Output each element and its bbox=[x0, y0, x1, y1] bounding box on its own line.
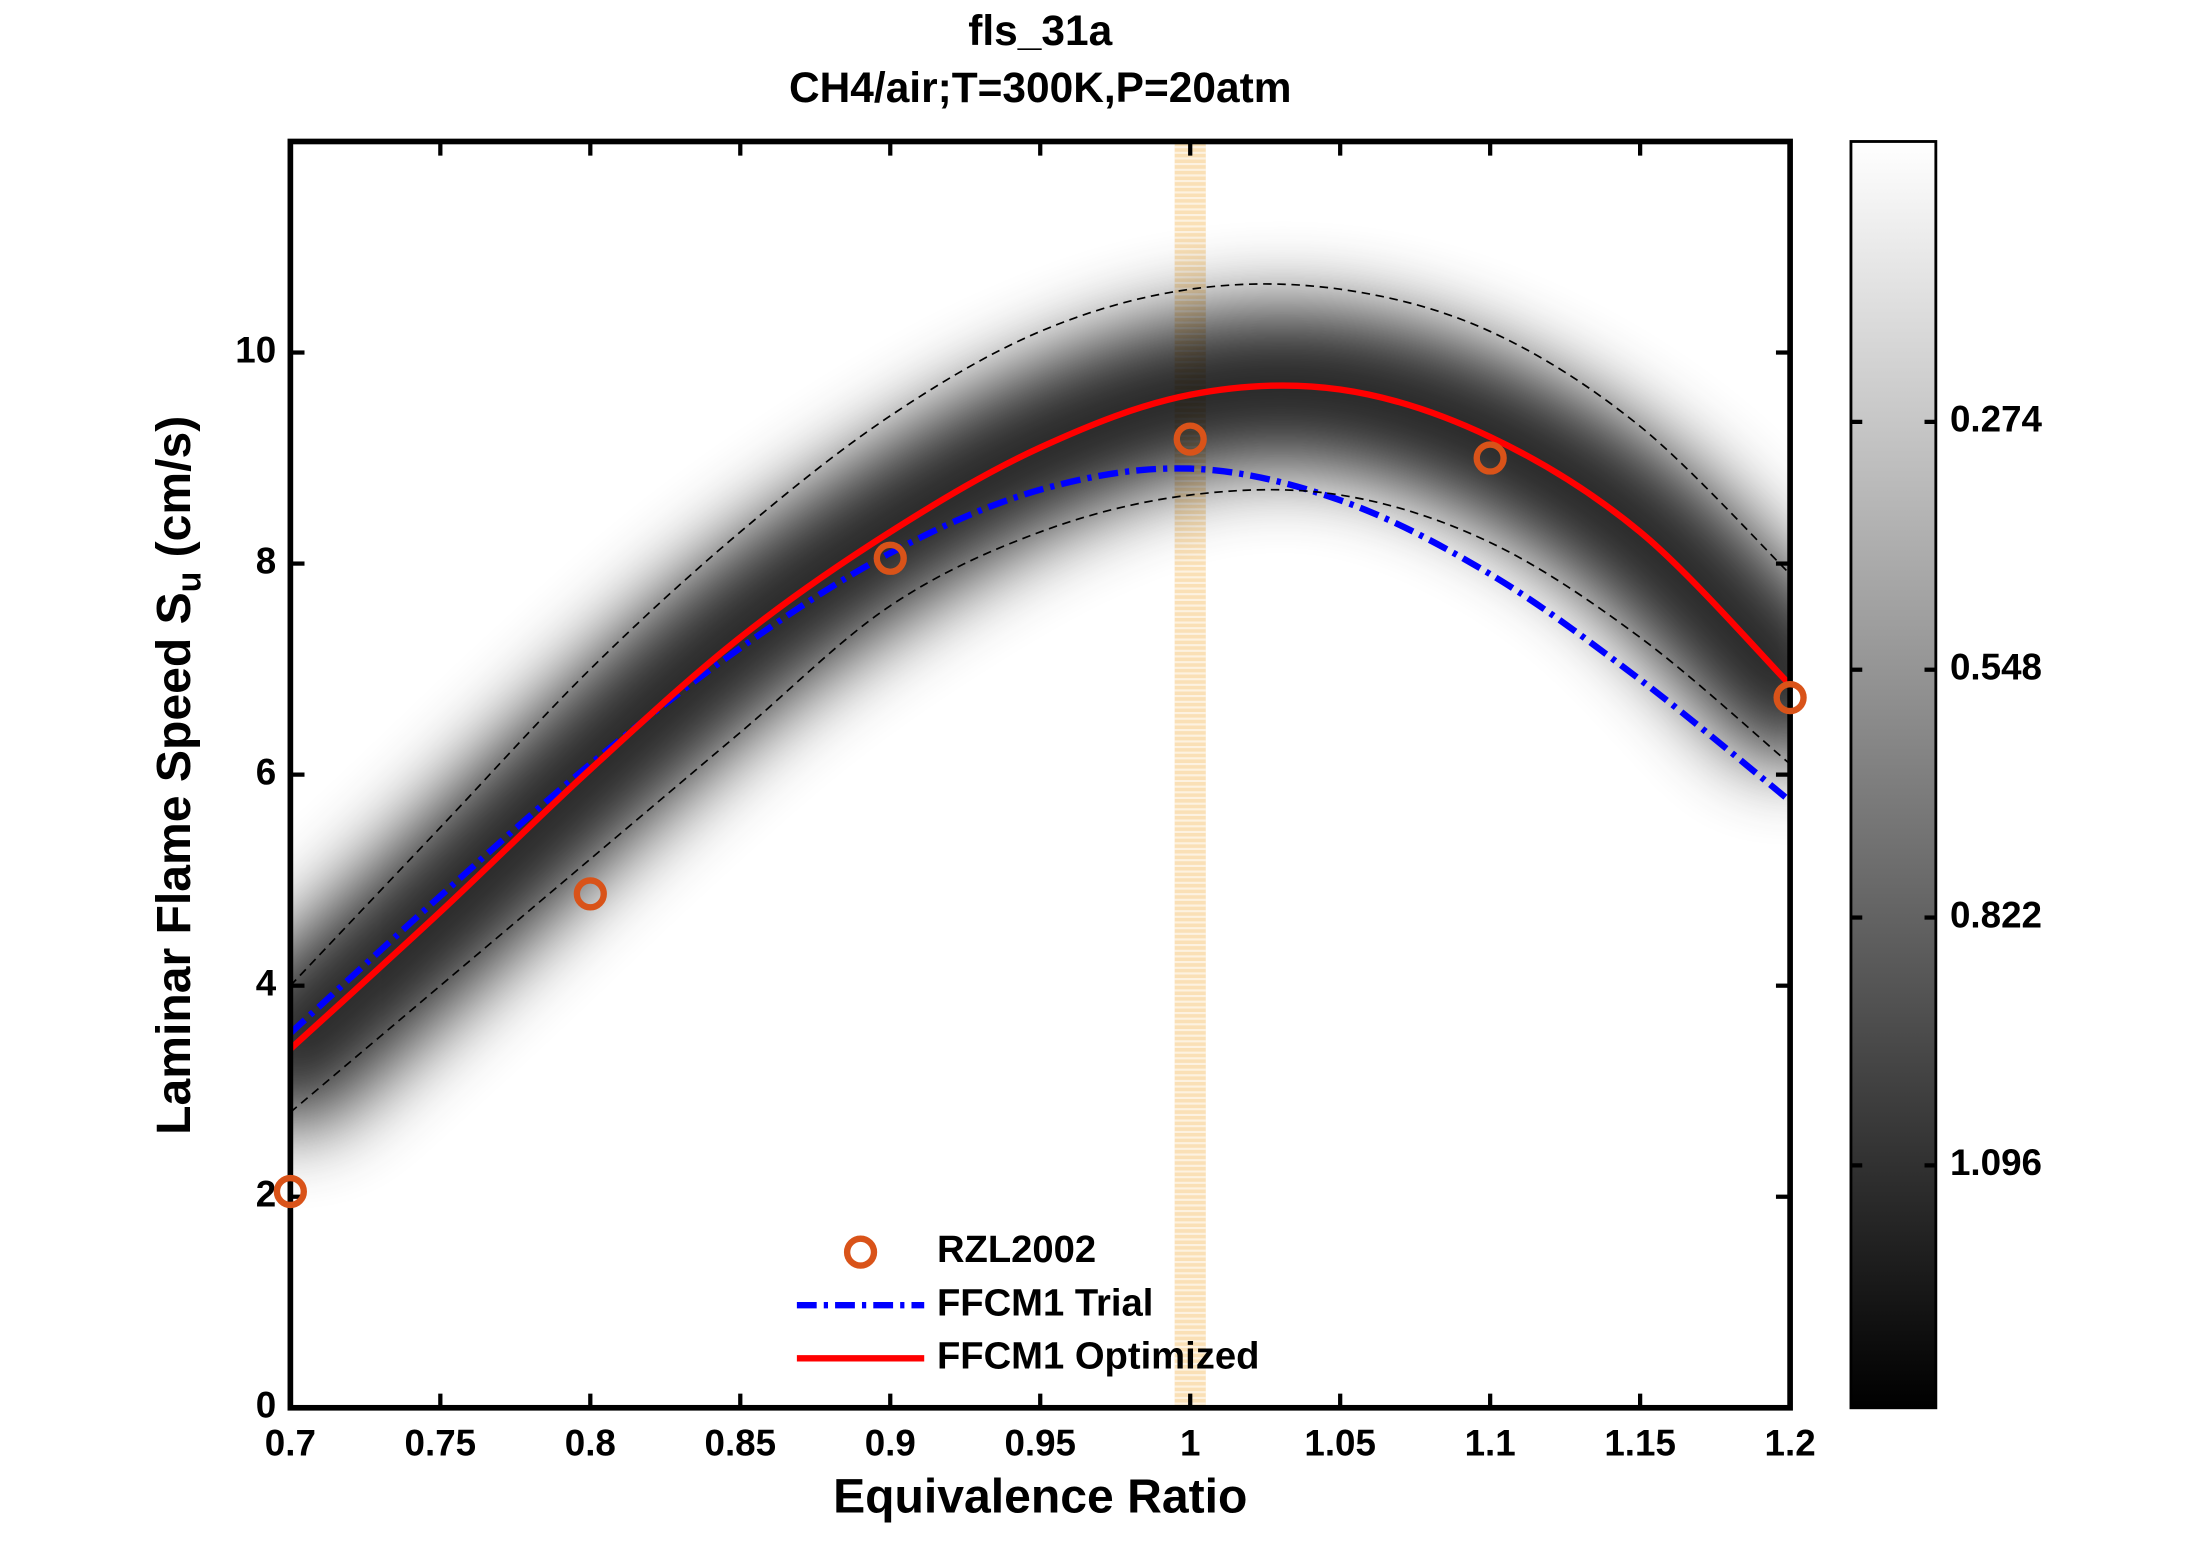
colorbar bbox=[1849, 140, 1938, 1410]
x-tick-label: 1.15 bbox=[1604, 1423, 1676, 1464]
y-label-main: Laminar Flame Speed S bbox=[147, 592, 201, 1135]
chart-subtitle: CH4/air;T=300K,P=20atm bbox=[789, 64, 1291, 111]
data-point bbox=[873, 541, 907, 575]
bound-line bbox=[290, 283, 1791, 987]
x-tick-label: 1 bbox=[1180, 1423, 1200, 1464]
y-tick-label: 6 bbox=[256, 751, 276, 792]
y-axis-label: Laminar Flame Speed Su (cm/s) bbox=[147, 416, 208, 1135]
x-tick-label: 1.1 bbox=[1465, 1423, 1516, 1464]
x-tick-label: 0.95 bbox=[1004, 1423, 1076, 1464]
colorbar-tick-label: 0.548 bbox=[1950, 646, 2042, 687]
legend-marker bbox=[843, 1235, 878, 1269]
legend-label: FFCM1 Optimized bbox=[937, 1334, 1259, 1377]
legend-label: RZL2002 bbox=[937, 1228, 1096, 1271]
data-point bbox=[1773, 680, 1807, 715]
y-tick-label: 10 bbox=[235, 329, 276, 370]
x-axis-label: Equivalence Ratio bbox=[833, 1469, 1247, 1523]
colorbar-tick-label: 1.096 bbox=[1950, 1142, 2042, 1183]
x-tick-label: 0.85 bbox=[705, 1423, 777, 1464]
plot-area bbox=[290, 141, 1791, 1408]
series-line bbox=[290, 465, 1791, 1036]
x-tick-label: 0.9 bbox=[865, 1423, 916, 1464]
y-tick-label: 8 bbox=[256, 540, 276, 581]
y-tick-label: 2 bbox=[256, 1173, 276, 1214]
x-tick-label: 1.2 bbox=[1765, 1423, 1816, 1464]
x-tick-label: 0.8 bbox=[565, 1423, 616, 1464]
data-point bbox=[1173, 422, 1207, 456]
y-label-unit: (cm/s) bbox=[147, 416, 201, 558]
data-point bbox=[573, 877, 607, 911]
data-point bbox=[1473, 441, 1507, 475]
colorbar-tick-label: 0.822 bbox=[1950, 894, 2042, 935]
y-tick-label: 4 bbox=[256, 962, 277, 1003]
data-point bbox=[273, 1174, 307, 1209]
x-tick-label: 1.05 bbox=[1304, 1423, 1376, 1464]
y-tick-label: 0 bbox=[256, 1384, 276, 1425]
colorbar-tick-label: 0.274 bbox=[1950, 399, 2043, 440]
x-tick-label: 0.75 bbox=[405, 1423, 477, 1464]
y-label-sub: u bbox=[170, 572, 208, 593]
density-band bbox=[290, 307, 1791, 1127]
series-line bbox=[290, 382, 1791, 1052]
axes: 0.7 0.75 0.8 0.85 0.9 0.95 1 1.05 1.1 1.15 1.2 0 2 4 6… bbox=[235, 138, 1816, 1464]
chart-title: fls_31a bbox=[968, 7, 1112, 54]
x-tick-label: 0.7 bbox=[265, 1423, 316, 1464]
bound-line bbox=[290, 488, 1791, 1113]
legend-label: FFCM1 Trial bbox=[937, 1281, 1153, 1324]
